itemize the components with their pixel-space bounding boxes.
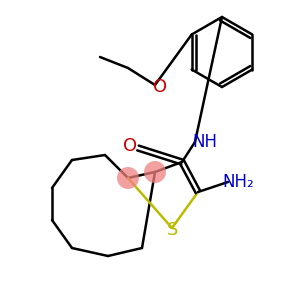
Circle shape	[144, 161, 166, 183]
Circle shape	[117, 167, 139, 189]
Text: O: O	[123, 137, 137, 155]
Text: NH: NH	[193, 133, 217, 151]
Text: O: O	[153, 78, 167, 96]
Text: NH₂: NH₂	[222, 173, 254, 191]
Text: S: S	[167, 221, 179, 239]
